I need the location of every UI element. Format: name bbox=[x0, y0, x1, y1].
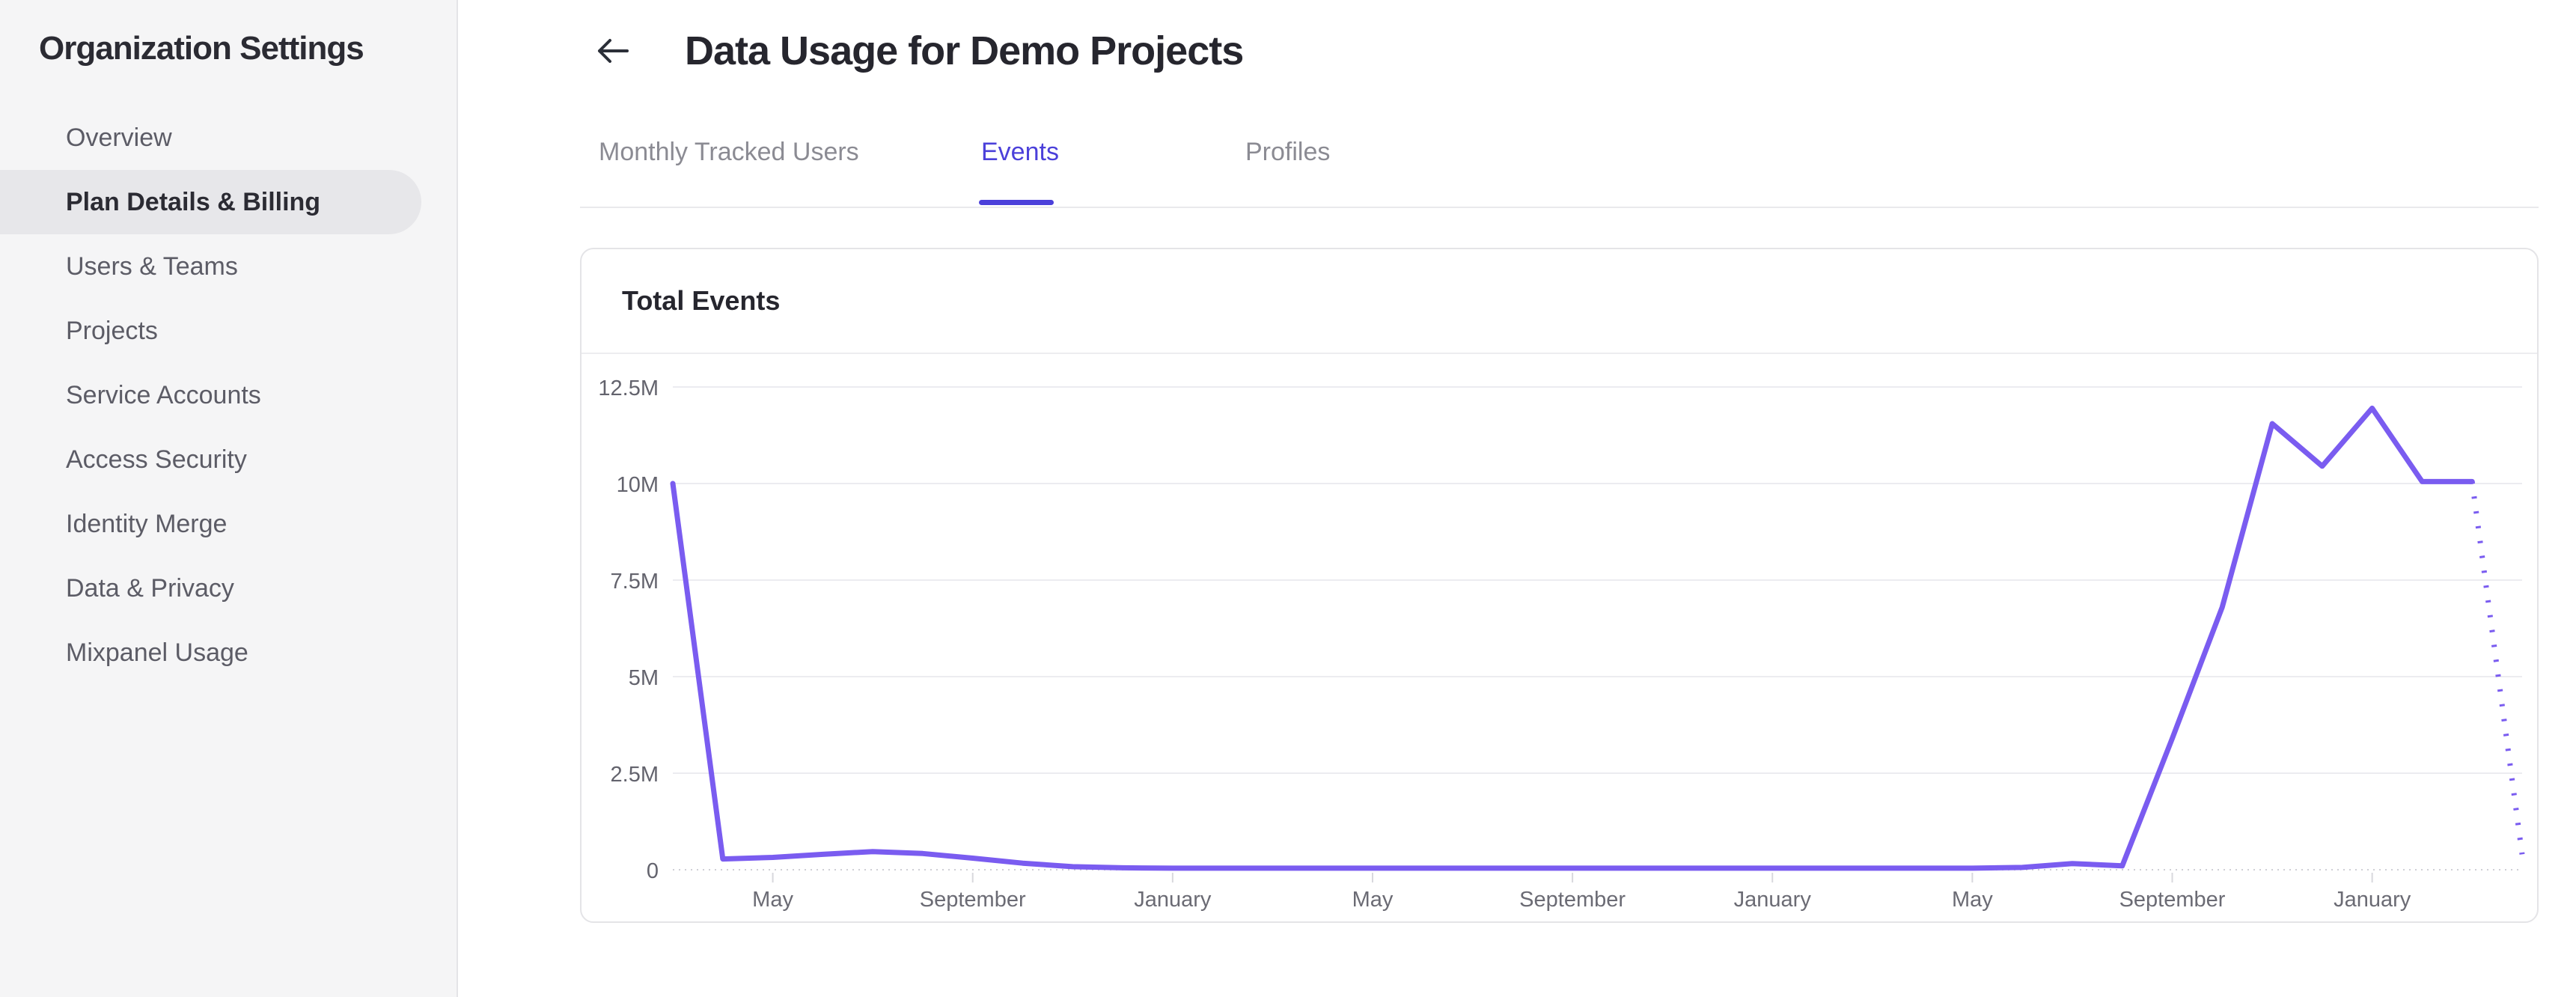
y-axis-label: 5M bbox=[629, 666, 659, 690]
x-axis-label: January bbox=[1134, 888, 1212, 912]
x-axis-label: September bbox=[2119, 888, 2226, 912]
total-events-card: Total Events 0 2.5M 5M 7.5M 10M 12.5M May Septe… bbox=[580, 248, 2539, 923]
card-header: Total Events bbox=[582, 249, 2537, 354]
y-axis-label: 7.5M bbox=[611, 570, 659, 594]
x-axis-label: September bbox=[1519, 888, 1626, 912]
sidebar-title: Organization Settings bbox=[39, 30, 364, 67]
tab-profiles[interactable]: Profiles bbox=[1245, 138, 1331, 166]
sidebar: Organization Settings Overview Plan Deta… bbox=[0, 0, 458, 997]
sidebar-nav: Overview Plan Details & Billing Users & … bbox=[0, 106, 457, 685]
x-axis-label: May bbox=[1952, 888, 1993, 912]
y-axis-label: 12.5M bbox=[598, 376, 659, 400]
sidebar-item-data-privacy[interactable]: Data & Privacy bbox=[66, 574, 234, 603]
sidebar-item-plan-details-billing[interactable]: Plan Details & Billing bbox=[0, 170, 421, 234]
page-title: Data Usage for Demo Projects bbox=[685, 28, 1244, 73]
x-axis-label: May bbox=[752, 888, 793, 912]
tab-events[interactable]: Events bbox=[981, 138, 1059, 166]
tab-monthly-tracked-users[interactable]: Monthly Tracked Users bbox=[599, 138, 859, 166]
y-axis-label: 2.5M bbox=[611, 763, 659, 787]
page-header: Data Usage for Demo Projects bbox=[458, 0, 2576, 102]
sidebar-item-mixpanel-usage[interactable]: Mixpanel Usage bbox=[66, 638, 248, 667]
card-title: Total Events bbox=[622, 285, 781, 316]
sidebar-item-users-teams[interactable]: Users & Teams bbox=[66, 252, 238, 281]
sidebar-item-identity-merge[interactable]: Identity Merge bbox=[66, 510, 228, 538]
sidebar-item-access-security[interactable]: Access Security bbox=[66, 445, 247, 474]
sidebar-item-projects[interactable]: Projects bbox=[66, 317, 158, 345]
x-axis-label: January bbox=[2334, 888, 2411, 912]
x-axis-label: September bbox=[920, 888, 1026, 912]
tab-bar: Monthly Tracked Users Events Profiles bbox=[580, 102, 2539, 208]
x-axis-label: January bbox=[1734, 888, 1812, 912]
main-content: Data Usage for Demo Projects Monthly Tra… bbox=[458, 0, 2576, 997]
active-tab-underline bbox=[979, 200, 1054, 205]
x-axis-label: May bbox=[1352, 888, 1394, 912]
sidebar-item-overview[interactable]: Overview bbox=[66, 124, 172, 152]
line-chart-svg: 0 2.5M 5M 7.5M 10M 12.5M May September January Ma… bbox=[598, 376, 2525, 912]
series-line bbox=[670, 405, 2475, 871]
total-events-chart[interactable]: 0 2.5M 5M 7.5M 10M 12.5M May September January Ma… bbox=[582, 354, 2537, 921]
back-button[interactable] bbox=[593, 31, 632, 70]
projected-series-line bbox=[2469, 481, 2525, 855]
arrow-left-icon bbox=[594, 33, 630, 69]
sidebar-item-service-accounts[interactable]: Service Accounts bbox=[66, 381, 261, 409]
y-axis-label: 10M bbox=[617, 473, 659, 497]
y-axis-label: 0 bbox=[647, 859, 659, 883]
